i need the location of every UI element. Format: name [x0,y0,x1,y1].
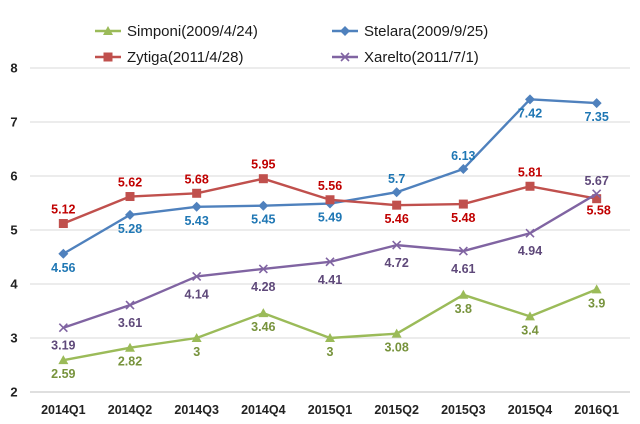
data-label: 4.94 [518,244,542,258]
legend-label: Simponi(2009/4/24) [127,23,258,40]
data-point [458,246,468,256]
data-point [58,219,68,229]
y-tick-label: 8 [10,61,17,76]
data-point [592,194,602,204]
legend-marker [103,26,113,35]
data-point [325,195,335,205]
data-label: 3.46 [251,320,275,334]
data-label: 7.42 [518,106,542,120]
data-label: 5.81 [518,165,542,179]
data-point [58,355,69,365]
data-point [458,199,468,209]
data-label: 4.56 [51,261,75,275]
legend-label: Zytiga(2011/4/28) [127,49,243,66]
data-point [525,181,535,191]
data-point [458,289,469,299]
data-point [392,200,402,210]
x-tick-label: 2014Q2 [108,403,153,417]
data-point [125,192,135,202]
data-point [591,98,602,109]
data-label: 5.68 [184,172,208,186]
data-label: 3.4 [521,323,538,337]
data-point [258,264,268,274]
data-point [58,323,68,333]
data-label: 4.14 [184,287,208,301]
data-label: 5.58 [586,204,610,218]
data-label: 5.48 [451,211,475,225]
data-point [191,201,202,212]
data-point [258,174,268,184]
data-point [592,189,602,199]
data-point [258,200,269,211]
data-point [258,308,269,318]
data-point [125,342,135,352]
data-label: 7.35 [584,110,608,124]
data-point [392,240,402,250]
data-point [525,228,535,238]
y-tick-label: 3 [10,331,17,346]
legend-label: Stelara(2009/9/25) [364,23,488,40]
data-label: 5.67 [584,174,608,188]
data-label: 5.49 [318,211,342,225]
x-tick-label: 2014Q3 [174,403,219,417]
data-label: 2.82 [118,355,142,369]
data-point [325,257,335,267]
data-label: 5.28 [118,222,142,236]
data-label: 5.7 [388,172,405,186]
legend-marker [340,26,350,36]
data-label: 5.45 [251,213,275,227]
data-label: 3.61 [118,316,142,330]
data-point [191,333,202,342]
y-tick-label: 5 [10,223,17,238]
data-label: 3 [193,345,200,359]
data-label: 4.72 [384,256,408,270]
data-label: 4.61 [451,262,475,276]
data-point [525,94,535,105]
data-point [391,187,402,198]
data-point [125,300,135,310]
data-label: 4.28 [251,280,275,294]
data-label: 3.19 [51,339,75,353]
data-point [458,163,469,174]
data-label: 4.41 [318,273,342,287]
x-tick-label: 2014Q4 [241,403,286,417]
data-label: 6.13 [451,149,475,163]
data-point [591,284,602,294]
y-tick-label: 2 [10,385,17,400]
legend-marker [340,52,350,62]
data-label: 5.43 [184,214,208,228]
data-label: 3.9 [588,296,605,310]
data-label: 5.95 [251,158,275,172]
y-tick-label: 6 [10,169,17,184]
data-point [325,333,335,342]
data-point [391,328,402,338]
data-point [525,311,535,321]
x-tick-label: 2015Q3 [441,403,486,417]
y-tick-label: 7 [10,115,17,130]
x-tick-label: 2015Q1 [308,403,353,417]
x-tick-label: 2015Q2 [374,403,419,417]
legend-label: Xarelto(2011/7/1) [364,49,479,66]
data-label: 3.08 [384,341,408,355]
data-label: 5.56 [318,179,342,193]
data-point [192,188,202,198]
data-label: 2.59 [51,367,75,381]
x-tick-label: 2016Q1 [574,403,619,417]
data-label: 5.46 [384,212,408,226]
legend-marker [103,52,113,62]
data-point [125,209,135,220]
data-label: 3.8 [455,302,472,316]
y-tick-label: 4 [10,277,18,292]
x-tick-label: 2015Q4 [508,403,553,417]
data-point [192,271,202,282]
data-point [58,248,69,259]
data-label: 3 [327,345,334,359]
data-label: 5.62 [118,176,142,190]
x-tick-label: 2014Q1 [41,403,86,417]
data-label: 5.12 [51,203,75,217]
